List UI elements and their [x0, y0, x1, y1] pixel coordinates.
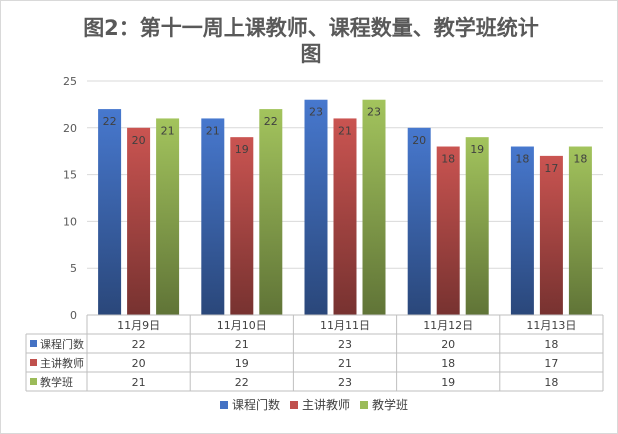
table-value: 22 [132, 338, 146, 351]
y-tick-label: 5 [70, 262, 77, 275]
x-category-label: 11月10日 [217, 319, 267, 332]
y-tick-label: 20 [63, 122, 77, 135]
bar-2-3 [465, 137, 489, 315]
bar-1-1 [230, 137, 254, 315]
bar-1-3 [436, 146, 460, 315]
table-value: 23 [338, 338, 352, 351]
table-value: 22 [235, 376, 249, 389]
data-label: 17 [544, 162, 558, 175]
table-legend-key [30, 378, 37, 385]
data-label: 19 [470, 143, 484, 156]
table-value: 18 [441, 357, 455, 370]
y-tick-label: 0 [70, 309, 77, 322]
table-value: 18 [544, 376, 558, 389]
data-label: 18 [573, 153, 587, 166]
bar-0-3 [407, 127, 431, 315]
data-label: 18 [515, 153, 529, 166]
legend-label: 主讲教师 [302, 397, 350, 412]
y-tick-label: 25 [63, 75, 77, 88]
table-series-name: 主讲教师 [40, 356, 84, 370]
bar-2-2 [362, 99, 386, 315]
table-series-name: 教学班 [40, 375, 73, 389]
table-value: 17 [544, 357, 558, 370]
legend-key [290, 401, 298, 409]
table-value: 21 [235, 338, 249, 351]
bar-0-2 [304, 99, 328, 315]
legend-key [220, 401, 228, 409]
table-value: 20 [441, 338, 455, 351]
bar-2-0 [156, 118, 180, 315]
data-label: 21 [161, 124, 175, 137]
y-tick-label: 15 [63, 169, 77, 182]
data-label: 20 [412, 134, 426, 147]
table-value: 21 [132, 376, 146, 389]
x-category-label: 11月12日 [423, 319, 473, 332]
data-label: 22 [264, 115, 278, 128]
table-value: 20 [132, 357, 146, 370]
bar-1-2 [333, 118, 357, 315]
table-value: 21 [338, 357, 352, 370]
table-value: 19 [235, 357, 249, 370]
table-legend-key [30, 340, 37, 347]
data-label: 23 [309, 106, 323, 119]
table-series-name: 课程门数 [40, 337, 84, 351]
legend-key [360, 401, 368, 409]
data-label: 22 [103, 115, 117, 128]
bar-1-4 [539, 155, 563, 315]
table-legend-key [30, 359, 37, 366]
y-tick-label: 10 [63, 215, 77, 228]
table-value: 19 [441, 376, 455, 389]
data-label: 23 [367, 106, 381, 119]
bar-1-0 [127, 127, 151, 315]
data-label: 21 [338, 124, 352, 137]
bar-2-1 [259, 109, 283, 315]
data-label: 20 [132, 134, 146, 147]
legend-label: 课程门数 [232, 397, 280, 412]
chart-title: 图2：第十一周上课教师、课程数量、教学班统计 图 [61, 15, 561, 67]
bar-0-0 [98, 109, 122, 315]
table-value: 23 [338, 376, 352, 389]
bar-0-1 [201, 118, 225, 315]
chart-title-line-2: 图 [300, 42, 322, 66]
data-label: 21 [206, 124, 220, 137]
chart-title-line-1: 图2：第十一周上课教师、课程数量、教学班统计 [83, 16, 539, 40]
x-category-label: 11月11日 [320, 319, 370, 332]
table-value: 18 [544, 338, 558, 351]
data-label: 19 [235, 143, 249, 156]
bar-0-4 [510, 146, 534, 315]
x-category-label: 11月13日 [526, 319, 576, 332]
x-category-label: 11月9日 [117, 319, 160, 332]
legend-label: 教学班 [372, 397, 408, 412]
bar-2-4 [568, 146, 592, 315]
data-label: 18 [441, 153, 455, 166]
